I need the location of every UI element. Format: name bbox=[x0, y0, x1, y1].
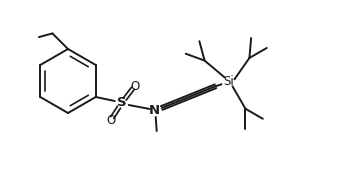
Text: Si: Si bbox=[223, 75, 234, 88]
Text: O: O bbox=[130, 80, 139, 93]
Text: O: O bbox=[106, 114, 115, 127]
Text: N: N bbox=[149, 105, 160, 118]
Text: S: S bbox=[117, 96, 126, 109]
